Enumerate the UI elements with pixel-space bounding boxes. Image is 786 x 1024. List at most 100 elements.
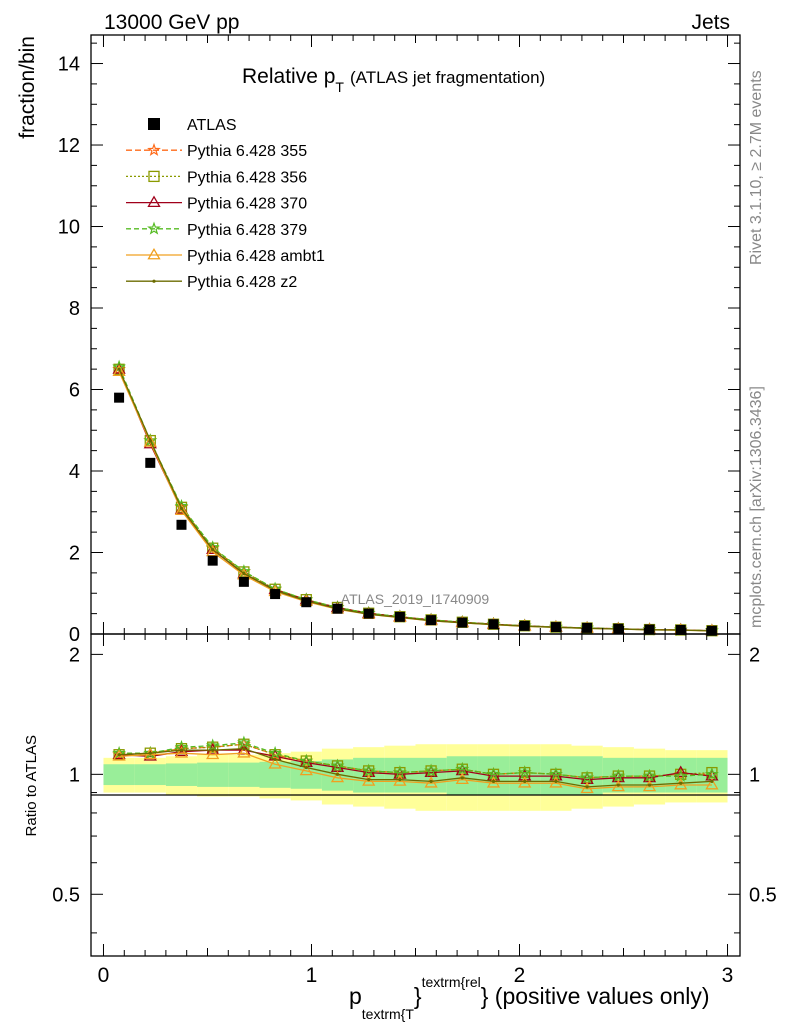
- x-tick-label: 0: [98, 964, 110, 987]
- legend-marker-atlas: [148, 118, 160, 130]
- series-point-ratio: [429, 779, 433, 783]
- series-point-top: [211, 548, 215, 552]
- atlas-data-point: [332, 603, 343, 614]
- legend-label: Pythia 6.428 356: [187, 169, 307, 186]
- y-tick-label-bottom: 2: [69, 644, 80, 666]
- legend-marker: [147, 221, 161, 235]
- series-point-ratio: [179, 748, 184, 752]
- series-point-ratio: [330, 758, 345, 772]
- series-point-ratio: [335, 772, 340, 776]
- series-point-ratio: [242, 747, 246, 751]
- atlas-data-point: [114, 392, 125, 403]
- atlas-data-point: [644, 624, 655, 635]
- series-point-ratio: [611, 779, 625, 792]
- series-point-ratio: [424, 763, 438, 777]
- series-point-ratio: [580, 781, 594, 794]
- atlas-data-layer: [114, 392, 717, 636]
- atlas-data-point: [613, 623, 624, 634]
- series-point-ratio: [705, 766, 719, 781]
- xlabel-rest: } (positive values only): [481, 983, 710, 1009]
- series-point-ratio: [523, 779, 527, 783]
- series-line-top: [118, 366, 712, 632]
- series-point-top: [112, 364, 126, 377]
- xlabel-p: p: [349, 983, 362, 1009]
- legend-marker: [147, 142, 161, 157]
- series-point-ratio: [148, 751, 152, 755]
- atlas-data-point: [207, 555, 218, 566]
- series-point-ratio: [642, 768, 657, 782]
- series-point-top: [179, 506, 184, 511]
- mc-series-layer: [112, 359, 719, 794]
- series-point-ratio: [268, 757, 282, 769]
- series-point-ratio: [517, 765, 532, 779]
- series-point-top: [112, 361, 126, 376]
- series-point-ratio: [424, 776, 438, 788]
- series-point-top: [143, 435, 157, 447]
- legend-label: Pythia 6.428 ambt1: [187, 248, 325, 265]
- legend-label: Pythia 6.428 z2: [187, 274, 297, 291]
- band-green-bin: [228, 762, 260, 787]
- atlas-data-point: [519, 620, 530, 631]
- y-tick-label-top: 2: [69, 543, 80, 565]
- series-point-ratio: [647, 783, 652, 787]
- atlas-data-point: [488, 619, 499, 630]
- series-point-ratio: [710, 779, 714, 783]
- series-point-ratio: [237, 735, 251, 749]
- series-point-ratio: [268, 745, 282, 760]
- series-point-ratio: [486, 776, 501, 788]
- y-tick-label-bottom-right: 1: [749, 764, 760, 786]
- x-axis-label: ptextrm{T}textrm{rel} (positive values o…: [349, 974, 710, 1022]
- series-point-ratio: [460, 776, 464, 780]
- series-point-ratio: [367, 778, 371, 782]
- y-tick-label-bottom: 0.5: [52, 884, 80, 906]
- atlas-data-point: [363, 608, 374, 619]
- series-point-ratio: [304, 765, 308, 770]
- series-point-ratio: [206, 747, 220, 760]
- atlas-data-point: [550, 622, 561, 633]
- series-line-ratio: [119, 742, 712, 779]
- y-tick-label-top: 0: [69, 624, 80, 646]
- legend-label: Pythia 6.428 370: [187, 196, 307, 213]
- legend-marker: [152, 279, 156, 283]
- series-point-ratio: [143, 745, 158, 760]
- band-green-bin: [197, 762, 229, 787]
- atlas-data-point: [176, 519, 187, 530]
- x-tick-label: 3: [722, 964, 734, 987]
- title-main: Relative p: [242, 65, 335, 88]
- band-green-bin: [477, 756, 510, 795]
- band-green-bin: [165, 763, 198, 786]
- legend: ATLAS Pythia 6.428 355 Pythia 6.428 356 Pyt…: [126, 117, 325, 291]
- y-tick-label-top: 6: [69, 380, 80, 402]
- series-point-top: [117, 367, 121, 371]
- series-point-ratio: [362, 774, 376, 786]
- mcplots-label: mcplots.cern.ch [arXiv:1306.3436]: [748, 386, 765, 628]
- series-point-ratio: [207, 741, 219, 753]
- series-point-ratio: [491, 779, 496, 783]
- series-point-ratio: [330, 770, 345, 783]
- y-tick-label-top: 8: [69, 298, 80, 320]
- atlas-data-point: [582, 622, 593, 633]
- band-green-bin: [103, 764, 135, 786]
- legend-label-atlas: ATLAS: [187, 117, 237, 134]
- series-point-ratio: [361, 763, 376, 777]
- atlas-data-point: [675, 624, 686, 635]
- xlabel-subscript: textrm{T: [362, 1006, 415, 1022]
- series-point-top: [242, 571, 246, 576]
- legend-marker: [148, 170, 160, 183]
- atlas-data-point: [706, 625, 717, 636]
- series-point-ratio: [518, 776, 532, 788]
- y-tick-label-bottom-right: 0.5: [749, 884, 777, 906]
- xlabel-brace: }: [414, 983, 422, 1009]
- series-point-ratio: [299, 763, 313, 776]
- legend-label: Pythia 6.428 379: [187, 222, 307, 239]
- series-point-ratio: [112, 749, 126, 761]
- series-point-ratio: [174, 746, 189, 758]
- atlas-data-point: [301, 597, 312, 608]
- x-tick-label: 2: [514, 964, 526, 987]
- atlas-data-point: [238, 576, 249, 587]
- y-tick-label-top: 4: [69, 461, 80, 483]
- y-axis-label-bottom: Ratio to ATLAS: [23, 735, 40, 836]
- series-point-ratio: [554, 779, 558, 783]
- series-point-ratio: [674, 765, 688, 778]
